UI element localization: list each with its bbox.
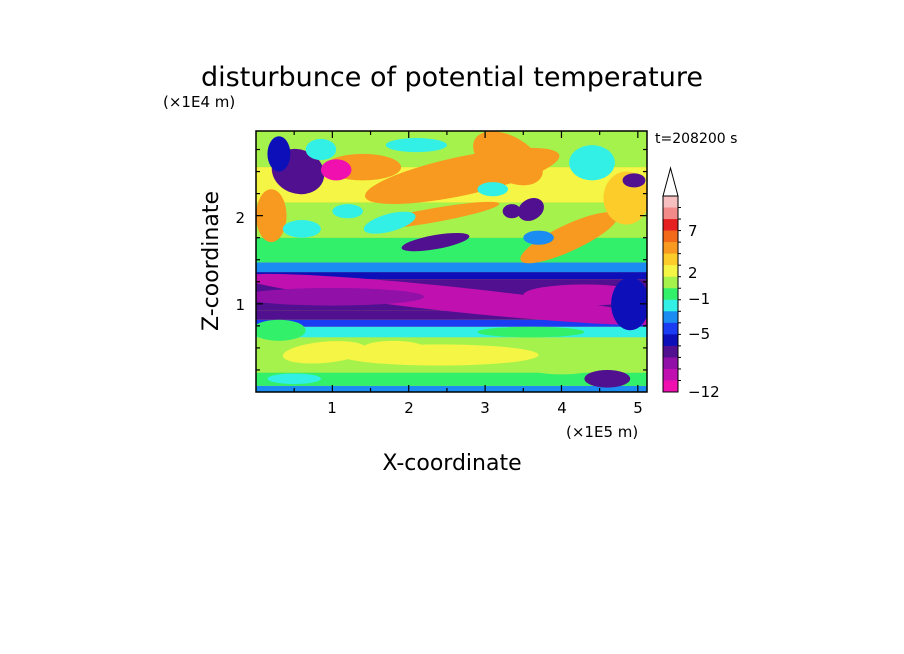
field-blob-30 [477,182,509,197]
colorbar-swatch-16 [663,380,678,393]
time-label: t=208200 s [655,131,737,147]
colorbar-swatch-2 [663,219,678,231]
field-blob-27 [332,204,363,219]
field-band-5 [256,310,647,320]
y-unit-label: (×1E4 m) [163,93,235,111]
plot-frame [255,130,648,393]
x-axis-label: X-coordinate [382,451,521,476]
field-blob-31 [569,145,615,181]
field-blob-11 [267,373,321,385]
contour-field [256,131,647,392]
field-blob-32 [523,230,554,245]
colorbar-swatch-1 [663,207,678,220]
field-band-8 [256,262,647,273]
colorbar-label-minus5: −5 [688,325,710,343]
field-blob-0 [256,273,647,325]
field-blob-21 [401,232,470,252]
field-blob-10 [584,369,631,388]
colorbar-label-7: 7 [688,222,698,240]
colorbar-swatch-14 [663,357,678,370]
field-blob-7 [523,356,600,375]
y-tick-label-2: 2 [235,209,245,227]
field-blob-15 [256,189,287,243]
colorbar-swatch-5 [663,253,678,266]
colorbar-swatch-11 [663,322,678,335]
colorbar-swatch-9 [663,299,678,312]
field-blob-8 [256,319,306,341]
field-band-7 [256,272,647,280]
field-blob-20 [320,159,352,181]
field-blob-9 [477,326,585,338]
field-blob-33 [282,220,321,238]
field-blob-25 [267,136,291,172]
field-blob-26 [363,211,416,234]
colorbar-swatch-6 [663,265,678,278]
x-tick-label-3: 3 [480,399,490,417]
chart-title: disturbunce of potential temperature [201,62,703,93]
x-axis-ticks [293,131,639,392]
field-blob-3 [611,277,647,331]
colorbar-extend-arrow [662,166,679,197]
colorbar-swatch-15 [663,368,678,381]
colorbar-swatch-13 [663,345,678,358]
field-band-3 [256,326,647,338]
x-tick-label-5: 5 [633,399,643,417]
x-tick-label-4: 4 [557,399,567,417]
colorbar [662,166,681,393]
field-blob-1 [256,287,424,306]
x-tick-label-1: 1 [327,399,337,417]
y-axis-ticks [256,148,647,371]
field-blob-17 [520,212,618,264]
field-blob-24 [622,173,646,188]
field-blob-22 [517,198,544,221]
colorbar-label-minus1: −1 [688,290,710,308]
colorbar-swatch-7 [663,276,678,289]
field-blob-28 [305,138,337,161]
colorbar-label-2: 2 [688,264,698,282]
colorbar-swatch-3 [663,230,678,243]
field-blob-23 [502,204,521,219]
field-band-1 [256,372,647,386]
field-blob-13 [473,131,543,186]
colorbar-swatch-12 [663,334,678,347]
y-axis-label: Z-coordinate [199,191,224,331]
field-blob-29 [385,138,447,153]
field-band-4 [256,319,647,327]
x-tick-label-2: 2 [404,399,414,417]
field-band-0 [256,385,647,392]
colorbar-swatch-8 [663,288,678,301]
x-unit-label: (×1E5 m) [566,423,638,441]
colorbar-label-minus12: −12 [688,383,720,401]
colorbar-swatch-4 [663,242,678,254]
y-tick-label-1: 1 [235,296,245,314]
colorbar-swatch-10 [663,311,678,324]
colorbar-swatch-0 [663,196,678,208]
field-blob-6 [362,340,425,355]
